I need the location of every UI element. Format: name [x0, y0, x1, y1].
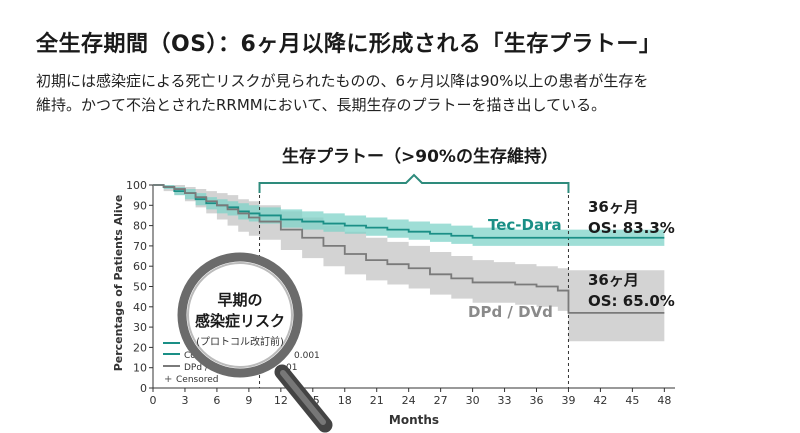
x-tick-label: 36 [530, 394, 544, 407]
dpd-label: DPd / DVd [468, 303, 553, 321]
y-tick-label: 20 [133, 341, 147, 354]
survival-line-1 [153, 184, 665, 239]
x-tick-label: 30 [466, 394, 480, 407]
x-tick-label: 48 [657, 394, 671, 407]
y-tick-label: 70 [133, 240, 147, 253]
ci-band-1 [153, 185, 665, 246]
y-tick-label: 80 [133, 220, 147, 233]
x-tick-label: 42 [593, 394, 607, 407]
subtitle-line-2: 維持。かつて不治とされたRRMMにおいて、長期生存のプラトーを描き出している。 [36, 96, 607, 114]
x-tick-label: 9 [245, 394, 252, 407]
magnifier-line-2: 感染症リスク [195, 312, 285, 330]
subtitle-line-1: 初期には感染症による死亡リスクが見られたものの、6ヶ月以降は90%以上の患者が生… [36, 72, 649, 90]
dpd-month: 36ヶ月 [588, 271, 639, 289]
x-tick-label: 33 [498, 394, 512, 407]
y-tick-label: 100 [126, 179, 147, 192]
y-tick-label: 30 [133, 321, 147, 334]
x-tick-label: 6 [213, 394, 220, 407]
y-tick-labels: 0 10 20 30 40 50 60 70 80 90 100 [126, 179, 153, 395]
dpd-os: OS: 65.0% [588, 292, 675, 310]
censored-marker-icon: + [164, 374, 172, 385]
x-tick-label: 45 [625, 394, 639, 407]
x-tick-label: 18 [338, 394, 352, 407]
y-tick-label: 40 [133, 301, 147, 314]
magnifier-icon: 早期の 感染症リスク (プロトコル改訂前) [177, 252, 333, 433]
tec-dara-month: 36ヶ月 [588, 198, 639, 216]
legend-item-4: Censored [176, 375, 218, 385]
magnifier-line-1: 早期の [217, 291, 262, 309]
y-tick-label: 0 [140, 382, 147, 395]
tec-dara-label: Tec-Dara [488, 216, 562, 234]
legend-item-2: Con [184, 351, 202, 361]
x-tick-label: 0 [150, 394, 157, 407]
tec-dara-os: OS: 83.3% [588, 219, 675, 237]
y-tick-label: 60 [133, 260, 147, 273]
survival-line-2 [153, 184, 665, 314]
x-axis-label: Months [389, 413, 439, 427]
y-tick-label: 50 [133, 281, 147, 294]
plateau-bracket: 生存プラトー（>90%の生存維持） [258, 146, 570, 193]
x-tick-label: 12 [274, 394, 288, 407]
legend-item-2-tail: 0.001 [294, 351, 320, 361]
x-tick-labels: 036912151821242730333639424548 [150, 388, 671, 407]
x-tick-label: 21 [370, 394, 384, 407]
legend-item-3-tail: 01 [286, 363, 297, 373]
magnifier-line-3: (プロトコル改訂前) [196, 335, 284, 348]
x-tick-label: 39 [561, 394, 575, 407]
page-title: 全生存期間（OS）：6ヶ月以降に形成される「生存プラトー」 [36, 32, 662, 57]
plateau-label: 生存プラトー（>90%の生存維持） [282, 146, 558, 167]
y-axis-label: Percentage of Patients Alive [112, 195, 125, 372]
legend-item-3: DPd / [184, 363, 209, 373]
y-tick-label: 90 [133, 199, 147, 212]
x-tick-label: 24 [402, 394, 416, 407]
survival-curves [153, 184, 665, 314]
y-tick-label: 10 [133, 362, 147, 375]
x-tick-label: 27 [434, 394, 448, 407]
x-tick-label: 3 [181, 394, 188, 407]
